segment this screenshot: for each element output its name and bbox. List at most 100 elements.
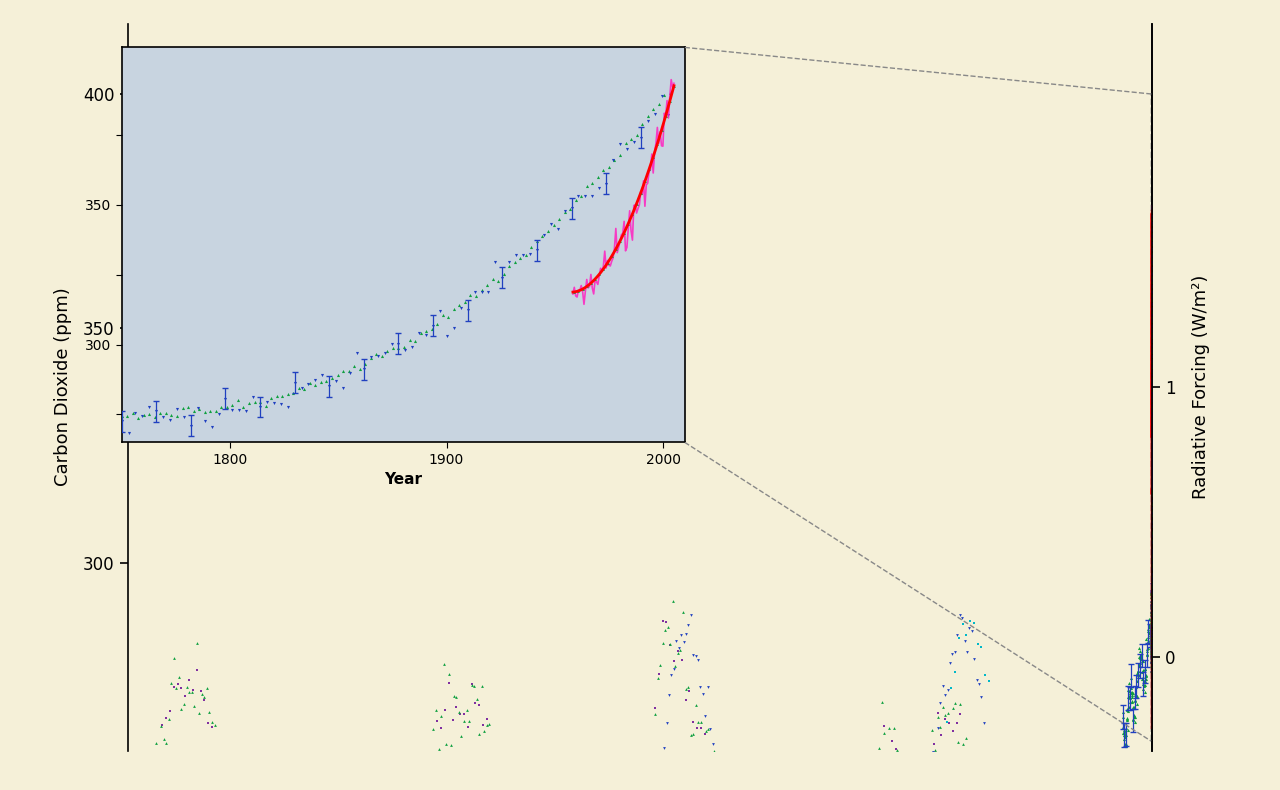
Point (410, 326, 430, 339)
Point (1134, 784, 1155, 790)
Point (1126, 689, 1147, 702)
Point (635, 175, 655, 187)
Point (1142, 453, 1162, 465)
Point (934, 688, 955, 701)
Point (1142, 544, 1162, 557)
Point (1121, 686, 1142, 698)
Point (1140, 656, 1161, 669)
Point (1132, 650, 1152, 663)
Point (1142, 461, 1162, 474)
Point (476, 719, 497, 732)
Point (436, 737, 457, 750)
Point (588, 170, 608, 182)
Y-axis label: Carbon Dioxide (ppm): Carbon Dioxide (ppm) (54, 288, 72, 487)
Point (1120, 687, 1140, 699)
Point (692, 688, 713, 701)
Point (372, 788, 393, 790)
Point (1115, 731, 1135, 743)
Point (250, 401, 270, 413)
Point (1142, 504, 1162, 517)
Point (1140, 637, 1161, 649)
Point (1142, 257, 1162, 269)
Point (760, 780, 781, 790)
Point (928, 722, 948, 735)
Point (626, 198, 646, 210)
Point (1142, 585, 1162, 597)
Point (1142, 481, 1162, 494)
Point (1142, 409, 1162, 422)
Point (593, 164, 613, 176)
Point (925, 750, 946, 762)
Point (1134, 675, 1155, 687)
Point (207, 753, 228, 766)
Point (1142, 475, 1162, 487)
Point (150, 406, 170, 419)
Point (416, 767, 436, 780)
Point (160, 413, 180, 426)
Point (1128, 664, 1148, 677)
Point (1112, 706, 1133, 719)
Point (1142, 325, 1162, 337)
Point (1142, 385, 1162, 397)
Point (1142, 274, 1162, 287)
Point (353, 363, 374, 375)
Point (956, 629, 977, 641)
Point (1142, 482, 1162, 495)
Point (444, 303, 465, 315)
Point (1142, 284, 1162, 297)
Point (189, 706, 210, 719)
Point (668, 646, 689, 659)
Point (582, 190, 603, 202)
Point (449, 705, 470, 718)
Point (1128, 668, 1148, 681)
Point (886, 743, 906, 756)
Point (250, 395, 270, 408)
Point (454, 715, 475, 728)
Point (195, 414, 215, 427)
Point (1142, 481, 1162, 494)
Point (1142, 450, 1162, 463)
Point (695, 724, 716, 737)
Point (645, 708, 666, 720)
Point (210, 776, 230, 788)
Point (1142, 581, 1162, 593)
Point (681, 728, 701, 741)
Point (616, 137, 636, 150)
Point (1123, 695, 1143, 708)
Point (175, 690, 196, 702)
Point (1142, 406, 1162, 419)
Point (915, 754, 936, 766)
Point (1142, 613, 1162, 626)
Point (402, 340, 422, 353)
Point (1130, 648, 1151, 660)
Point (1142, 382, 1162, 395)
Point (1142, 435, 1162, 448)
Point (154, 732, 174, 745)
Point (649, 668, 669, 680)
Point (1142, 224, 1162, 236)
Point (650, 659, 671, 672)
Point (671, 629, 691, 641)
Point (948, 632, 969, 645)
Point (1140, 638, 1161, 650)
Point (540, 217, 561, 230)
Point (1128, 667, 1148, 679)
Point (1112, 711, 1133, 724)
Point (1142, 477, 1162, 490)
Point (431, 709, 452, 722)
Point (874, 720, 895, 732)
Point (1140, 651, 1161, 664)
Point (671, 644, 691, 656)
Point (1142, 223, 1162, 235)
Point (361, 351, 381, 363)
Point (1140, 646, 1161, 659)
Point (673, 605, 694, 618)
Point (1137, 645, 1157, 657)
Point (1142, 574, 1162, 586)
Point (1142, 578, 1162, 591)
Point (1133, 679, 1153, 692)
Point (426, 704, 447, 717)
Point (1142, 574, 1162, 587)
Point (1142, 485, 1162, 498)
Point (972, 641, 992, 653)
